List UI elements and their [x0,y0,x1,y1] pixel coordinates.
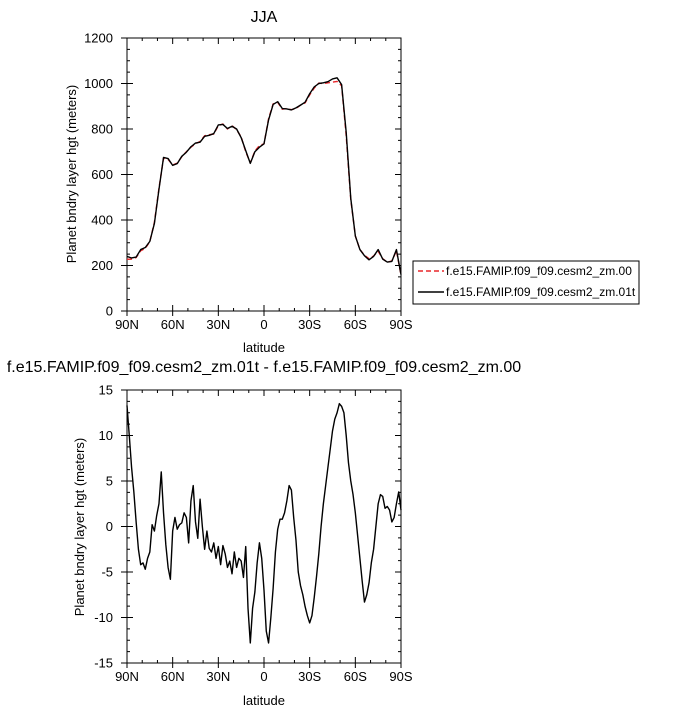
bottom-y-tick-label: 15 [99,383,113,398]
bottom-x-tick-label: 30S [298,669,321,684]
top-y-tick-label: 400 [91,213,113,228]
bottom-y-tick-label: 5 [106,474,113,489]
top-y-tick-label: 0 [106,304,113,319]
top-y-tick-label: 800 [91,122,113,137]
bottom-y-tick-label: 0 [106,519,113,534]
legend-label-series-1: f.e15.FAMIP.f09_f09.cesm2_zm.01t [446,285,636,299]
bottom-y-tick-label: 10 [99,428,113,443]
bottom-series-group [126,402,402,644]
top-x-tick-label: 30N [206,317,230,332]
top-axis-ticks: 90N 60N 30N 0 30S 60S 90S 0 200 400 600 800 1000 1200 [84,31,413,333]
top-y-tick-label: 600 [91,167,113,182]
top-plot-frame [126,37,402,312]
bottom-plot-frame [126,389,402,664]
top-x-tick-label: 30S [298,317,321,332]
top-x-tick-label: 60S [344,317,367,332]
top-y-axis-label: Planet bndry layer hgt (meters) [64,85,79,263]
top-x-tick-label: 90N [115,317,139,332]
bottom-x-tick-label: 60S [344,669,367,684]
legend: f.e15.FAMIP.f09_f09.cesm2_zm.00 f.e15.FA… [412,260,640,305]
bottom-axis-ticks: 90N 60N 30N 0 30S 60S 90S -15 -10 -5 0 5 10 15 [94,383,413,685]
top-series-line-1 [126,77,402,275]
bottom-x-tick-label: 90N [115,669,139,684]
bottom-chart-title: f.e15.FAMIP.f09_f09.cesm2_zm.01t - f.e15… [7,359,521,376]
bottom-y-tick-label: -15 [94,656,113,671]
legend-box [412,260,640,305]
top-x-tick-label: 90S [389,317,412,332]
top-x-tick-label: 60N [161,317,185,332]
top-x-tick-label: 0 [260,317,267,332]
top-series-line-0 [126,80,402,276]
legend-label-series-0: f.e15.FAMIP.f09_f09.cesm2_zm.00 [446,264,632,278]
bottom-y-axis-label: Planet bndry layer hgt (meters) [72,438,87,616]
top-y-tick-label: 1000 [84,76,113,91]
bottom-x-axis-label: latitude [243,693,285,708]
bottom-series-line-0 [126,402,402,644]
bottom-x-tick-label: 60N [161,669,185,684]
bottom-x-tick-label: 30N [206,669,230,684]
top-chart-title: JJA [251,9,278,26]
bottom-y-tick-label: -5 [101,565,113,580]
bottom-y-tick-label: -10 [94,610,113,625]
top-series-group [126,77,402,276]
top-x-axis-label: latitude [243,340,285,355]
top-y-tick-label: 200 [91,258,113,273]
top-y-tick-label: 1200 [84,31,113,46]
bottom-x-tick-label: 90S [389,669,412,684]
bottom-x-tick-label: 0 [260,669,267,684]
